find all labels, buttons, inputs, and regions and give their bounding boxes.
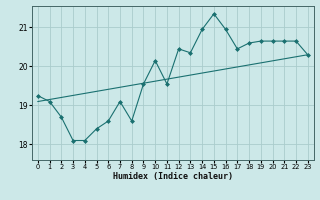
X-axis label: Humidex (Indice chaleur): Humidex (Indice chaleur): [113, 172, 233, 181]
